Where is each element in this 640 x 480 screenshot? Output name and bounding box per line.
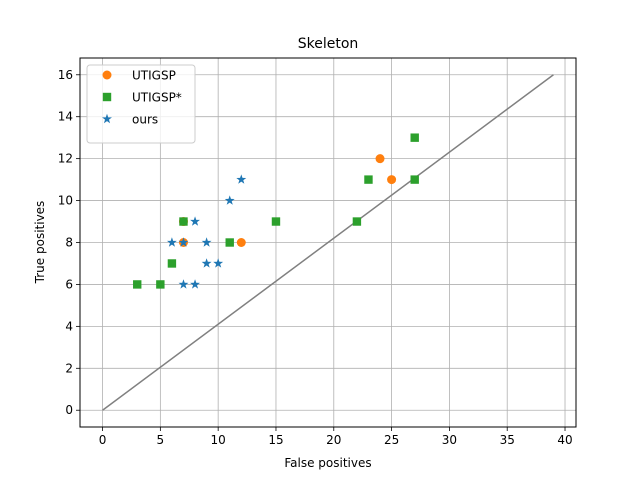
reference-line-layer	[102, 74, 554, 411]
legend-marker	[102, 92, 112, 102]
legend-box	[86, 64, 196, 144]
x-tick-label: 0	[99, 433, 107, 447]
x-axis-label: False positives	[284, 456, 371, 470]
data-point	[410, 175, 419, 184]
series-ours	[166, 174, 247, 289]
reference-line	[102, 74, 554, 411]
data-point	[364, 175, 373, 184]
data-point	[236, 238, 246, 247]
data-point	[178, 237, 189, 247]
data-point	[225, 238, 234, 247]
data-point	[375, 154, 385, 164]
y-tick-label: 12	[58, 152, 73, 166]
data-point	[190, 216, 200, 226]
x-tick-label: 25	[384, 433, 399, 447]
legend-label: ours	[132, 113, 158, 127]
data-point	[224, 195, 235, 205]
y-tick-label: 2	[65, 361, 73, 375]
y-tick-label: 14	[58, 110, 73, 124]
x-tick-label: 10	[211, 433, 226, 447]
x-tick-label: 15	[268, 433, 283, 447]
data-point	[236, 174, 247, 184]
data-points-layer	[133, 133, 419, 289]
legend-marker	[102, 70, 112, 80]
legend: UTIGSP UTIGSP* ours	[86, 64, 196, 144]
y-tick-label: 10	[58, 194, 73, 208]
data-point	[166, 237, 177, 247]
data-point	[213, 258, 224, 268]
data-point	[167, 259, 177, 268]
data-point	[201, 237, 212, 247]
series-utigsp-	[133, 133, 419, 289]
x-tick-label: 5	[157, 433, 165, 447]
chart-title: Skeleton	[298, 36, 359, 52]
legend-marker	[102, 113, 112, 124]
data-point	[178, 279, 189, 289]
y-tick-label: 4	[65, 319, 73, 333]
legend-label: UTIGSP	[132, 69, 176, 83]
x-tick-label: 35	[500, 433, 515, 447]
data-point	[201, 258, 212, 268]
y-tick-label: 0	[65, 403, 73, 417]
y-tick-label: 16	[58, 68, 73, 82]
axis-ticks: 0 5 10 15 20 25 30 35 40 0 2 4 6 8 10 12 14 16	[58, 68, 573, 447]
data-point	[410, 133, 419, 142]
x-tick-label: 30	[442, 433, 457, 447]
data-point	[271, 217, 281, 226]
x-tick-label: 20	[326, 433, 341, 447]
legend-label: UTIGSP*	[132, 91, 182, 105]
data-point	[352, 217, 362, 226]
y-tick-label: 6	[65, 277, 73, 291]
y-axis-label: True positives	[33, 201, 47, 285]
y-tick-label: 8	[65, 236, 73, 250]
data-point	[387, 175, 397, 185]
data-point	[179, 217, 188, 226]
data-point	[190, 279, 200, 289]
x-tick-label: 40	[557, 433, 572, 447]
data-point	[156, 280, 165, 289]
data-point	[133, 280, 142, 289]
